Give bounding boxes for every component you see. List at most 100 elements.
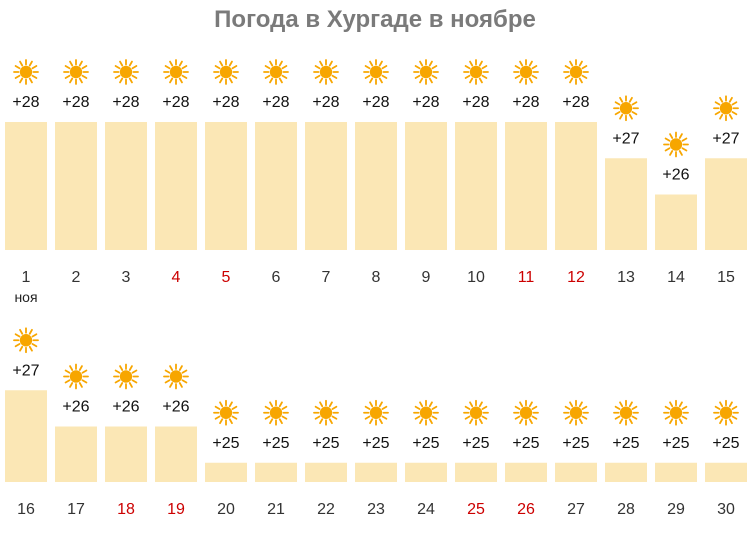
day-label: 9	[422, 269, 431, 286]
day-label: 16	[17, 501, 35, 518]
temperature-bar	[455, 462, 497, 482]
temperature-label: +27	[12, 362, 39, 379]
temperature-label: +25	[412, 435, 439, 452]
day-label: 21	[267, 501, 285, 518]
sun-icon	[413, 399, 439, 426]
day-label: 22	[317, 501, 335, 518]
temperature-label: +28	[412, 94, 439, 111]
day-label: 11	[518, 269, 535, 286]
day-label: 10	[467, 269, 485, 286]
temperature-label: +28	[62, 94, 89, 111]
temperature-bar	[505, 462, 547, 482]
temperature-bar	[55, 426, 97, 482]
temperature-bar	[605, 462, 647, 482]
temperature-bar	[155, 426, 197, 482]
temperature-bar	[705, 462, 747, 482]
day-label: 2	[72, 269, 81, 286]
day-label: 28	[617, 501, 635, 518]
temperature-bar	[555, 462, 597, 482]
temperature-bar	[5, 122, 47, 250]
temperature-bar	[505, 122, 547, 250]
sun-icon	[13, 327, 39, 354]
day-label: 13	[617, 269, 635, 286]
sun-icon	[363, 399, 389, 426]
temperature-bar	[105, 122, 147, 250]
temperature-label: +26	[62, 399, 89, 416]
temperature-label: +28	[562, 94, 589, 111]
day-label: 3	[122, 269, 131, 286]
temperature-label: +25	[512, 435, 539, 452]
temperature-bar	[155, 122, 197, 250]
temperature-bar	[205, 462, 247, 482]
temperature-bar	[605, 158, 647, 250]
temperature-label: +25	[462, 435, 489, 452]
day-label: 1	[22, 269, 31, 286]
day-label: 7	[322, 269, 331, 286]
temperature-bar	[555, 122, 597, 250]
sun-icon	[713, 399, 739, 426]
temperature-bar	[305, 462, 347, 482]
day-label: 20	[217, 501, 235, 518]
temperature-label: +28	[262, 94, 289, 111]
day-label: 6	[272, 269, 281, 286]
sun-icon	[563, 399, 589, 426]
temperature-label: +28	[512, 94, 539, 111]
day-label: 29	[667, 501, 685, 518]
temperature-bar	[455, 122, 497, 250]
sun-icon	[463, 59, 489, 85]
temperature-bar	[355, 462, 397, 482]
sun-icon	[363, 59, 389, 85]
temperature-label: +25	[712, 435, 739, 452]
temperature-bar	[655, 194, 697, 250]
day-label: 14	[667, 269, 685, 286]
temperature-bar	[205, 122, 247, 250]
day-label: 12	[567, 269, 585, 286]
temperature-label: +27	[612, 130, 639, 147]
day-label: 23	[367, 501, 385, 518]
sun-icon	[263, 59, 289, 85]
sun-icon	[13, 59, 39, 85]
temperature-label: +25	[212, 435, 239, 452]
sun-icon	[663, 399, 689, 426]
temperature-label: +28	[212, 94, 239, 111]
day-label: 19	[167, 501, 185, 518]
temperature-bar	[705, 158, 747, 250]
day-label: 27	[567, 501, 585, 518]
temperature-label: +26	[662, 167, 689, 184]
temperature-bar	[405, 462, 447, 482]
sun-icon	[563, 59, 589, 85]
day-label: 18	[117, 501, 135, 518]
temperature-label: +25	[662, 435, 689, 452]
day-label: 30	[717, 501, 735, 518]
temperature-bar	[105, 426, 147, 482]
temperature-label: +25	[262, 435, 289, 452]
sun-icon	[163, 59, 189, 85]
sun-icon	[713, 95, 739, 122]
day-label: 4	[172, 269, 181, 286]
temperature-label: +28	[462, 94, 489, 111]
sun-icon	[163, 363, 189, 390]
sun-icon	[613, 95, 639, 122]
temperature-bar	[655, 462, 697, 482]
temperature-label: +28	[362, 94, 389, 111]
sun-icon	[63, 363, 89, 390]
temperature-label: +25	[612, 435, 639, 452]
temperature-bar	[255, 462, 297, 482]
sun-icon	[113, 59, 139, 85]
sun-icon	[213, 399, 239, 426]
temperature-label: +26	[162, 399, 189, 416]
temperature-label: +25	[312, 435, 339, 452]
temperature-bar	[305, 122, 347, 250]
sun-icon	[313, 59, 339, 85]
temperature-label: +28	[162, 94, 189, 111]
temperature-bar	[355, 122, 397, 250]
month-label: ноя	[14, 289, 37, 305]
sun-icon	[313, 399, 339, 426]
temperature-bar	[255, 122, 297, 250]
temperature-label: +28	[12, 94, 39, 111]
day-label: 24	[417, 501, 435, 518]
temperature-bar	[55, 122, 97, 250]
temperature-label: +28	[312, 94, 339, 111]
